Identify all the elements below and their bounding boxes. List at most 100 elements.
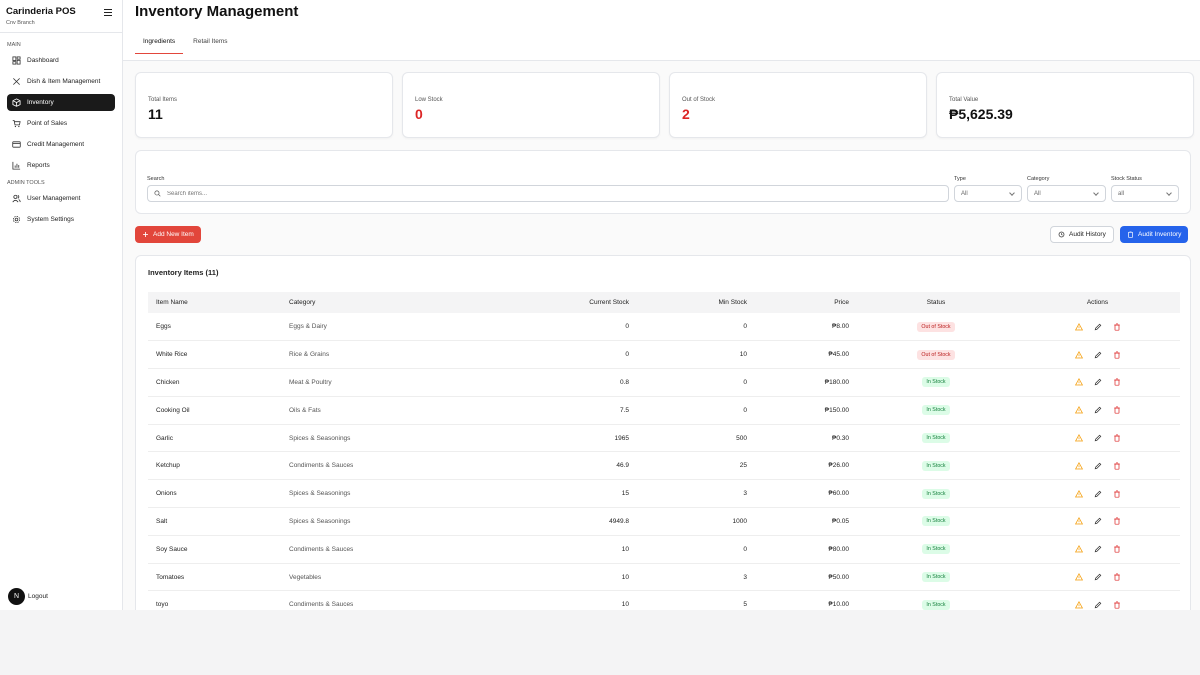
warning-icon[interactable] [1074, 600, 1083, 609]
tab-retail-items[interactable]: Retail Items [193, 38, 228, 45]
tab-ingredients[interactable]: Ingredients [135, 33, 184, 54]
search-input[interactable] [167, 190, 927, 197]
row-actions [1023, 545, 1172, 554]
cell-actions [1015, 341, 1180, 369]
sidebar-item-system-settings[interactable]: System Settings [7, 211, 115, 228]
cell-actions [1015, 452, 1180, 480]
cell-item-name: Onions [156, 490, 177, 498]
app-window: Carinderia POS Cnv Branch MAIN Dashboard… [0, 0, 1200, 610]
col-header-price[interactable]: Price [834, 299, 849, 306]
edit-icon[interactable] [1093, 406, 1102, 415]
cell-category: Spices & Seasonings [289, 490, 351, 498]
sidebar-item-credit-management[interactable]: Credit Management [7, 136, 115, 153]
logout-label: Logout [28, 593, 48, 600]
warning-icon[interactable] [1074, 406, 1083, 415]
audit-inventory-button[interactable]: Audit Inventory [1120, 226, 1189, 243]
add-new-item-button[interactable]: Add New Item [135, 226, 201, 243]
cell-min-stock: 10 [739, 351, 747, 359]
edit-icon[interactable] [1093, 378, 1102, 387]
menu-icon[interactable] [104, 9, 112, 16]
page-header: Inventory Management Ingredients Retail I… [123, 0, 1200, 61]
sidebar-item-user-management[interactable]: User Management [7, 190, 115, 207]
trash-icon[interactable] [1112, 322, 1121, 331]
sidebar-item-reports[interactable]: Reports [7, 157, 115, 174]
edit-icon[interactable] [1093, 322, 1102, 331]
edit-icon[interactable] [1093, 461, 1102, 470]
cell-actions [1015, 563, 1180, 591]
cell-status: In Stock [857, 369, 1015, 397]
page-title: Inventory Management [135, 3, 299, 20]
warning-icon[interactable] [1074, 545, 1083, 554]
edit-icon[interactable] [1093, 489, 1102, 498]
sidebar-item-dish-item-management[interactable]: Dish & Item Management [7, 73, 115, 90]
stock-status-select[interactable]: all [1111, 185, 1179, 202]
stats-row: Total Items 11 Low Stock 0 Out of Stock 2 Tota… [135, 72, 1194, 138]
status-badge: Out of Stock [917, 321, 955, 332]
trash-icon[interactable] [1112, 461, 1121, 470]
trash-icon[interactable] [1112, 545, 1121, 554]
sidebar-item-inventory[interactable]: Inventory [7, 94, 115, 111]
edit-icon[interactable] [1093, 573, 1102, 582]
sidebar-item-dashboard[interactable]: Dashboard [7, 52, 115, 69]
audit-history-button[interactable]: Audit History [1050, 226, 1114, 243]
warning-icon[interactable] [1074, 378, 1083, 387]
edit-icon[interactable] [1093, 545, 1102, 554]
warning-icon[interactable] [1074, 434, 1083, 443]
logout-button[interactable]: N Logout [8, 588, 48, 605]
cell-actions [1015, 369, 1180, 397]
table-row: White Rice Rice & Grains 0 10 ₱45.00 Out of S… [148, 341, 1180, 369]
warning-icon[interactable] [1074, 461, 1083, 470]
trash-icon[interactable] [1112, 517, 1121, 526]
table-row: Onions Spices & Seasonings 15 3 ₱60.00 In Sto… [148, 480, 1180, 508]
trash-icon[interactable] [1112, 600, 1121, 609]
category-select[interactable]: All [1027, 185, 1106, 202]
edit-icon[interactable] [1093, 600, 1102, 609]
chevron-down-icon [1093, 190, 1099, 196]
warning-icon[interactable] [1074, 489, 1083, 498]
branch-name: Cnv Branch [6, 20, 35, 26]
sidebar-item-label: Dish & Item Management [27, 78, 101, 85]
search-icon [154, 190, 161, 197]
edit-icon[interactable] [1093, 350, 1102, 359]
edit-icon[interactable] [1093, 517, 1102, 526]
warning-icon[interactable] [1074, 517, 1083, 526]
col-header-current-stock[interactable]: Current Stock [589, 299, 629, 306]
stat-label: Low Stock [415, 97, 443, 103]
trash-icon[interactable] [1112, 350, 1121, 359]
warning-icon[interactable] [1074, 350, 1083, 359]
warning-icon[interactable] [1074, 322, 1083, 331]
dashboard-icon [12, 56, 21, 65]
status-badge: In Stock [922, 599, 950, 610]
status-badge: In Stock [922, 488, 950, 499]
stat-label: Out of Stock [682, 97, 716, 103]
cell-status: In Stock [857, 591, 1015, 610]
trash-icon[interactable] [1112, 406, 1121, 415]
trash-icon[interactable] [1112, 434, 1121, 443]
col-header-status[interactable]: Status [926, 299, 946, 306]
cell-item-name: Salt [156, 517, 168, 525]
type-select[interactable]: All [954, 185, 1022, 202]
cell-item-name: Soy Sauce [156, 545, 188, 553]
bar-chart-icon [12, 161, 21, 170]
trash-icon[interactable] [1112, 378, 1121, 387]
edit-icon[interactable] [1093, 434, 1102, 443]
status-badge: In Stock [922, 460, 950, 471]
type-label: Type [954, 176, 966, 182]
col-header-item-name[interactable]: Item Name [156, 299, 188, 306]
cell-current-stock: 10 [621, 573, 629, 581]
sidebar-item-label: Inventory [27, 99, 54, 106]
cell-item-name: White Rice [156, 351, 188, 359]
chevron-down-icon [1166, 190, 1172, 196]
warning-icon[interactable] [1074, 573, 1083, 582]
cell-price: ₱0.30 [832, 434, 849, 442]
trash-icon[interactable] [1112, 489, 1121, 498]
search-field[interactable] [147, 185, 949, 202]
tabs: Ingredients Retail Items [135, 33, 238, 54]
cell-actions [1015, 480, 1180, 508]
col-header-min-stock[interactable]: Min Stock [718, 299, 747, 306]
col-header-category[interactable]: Category [289, 299, 316, 306]
trash-icon[interactable] [1112, 573, 1121, 582]
sidebar-item-point-of-sales[interactable]: Point of Sales [7, 115, 115, 132]
row-actions [1023, 406, 1172, 415]
table-row: Ketchup Condiments & Sauces 46.9 25 ₱26.00 In… [148, 452, 1180, 480]
